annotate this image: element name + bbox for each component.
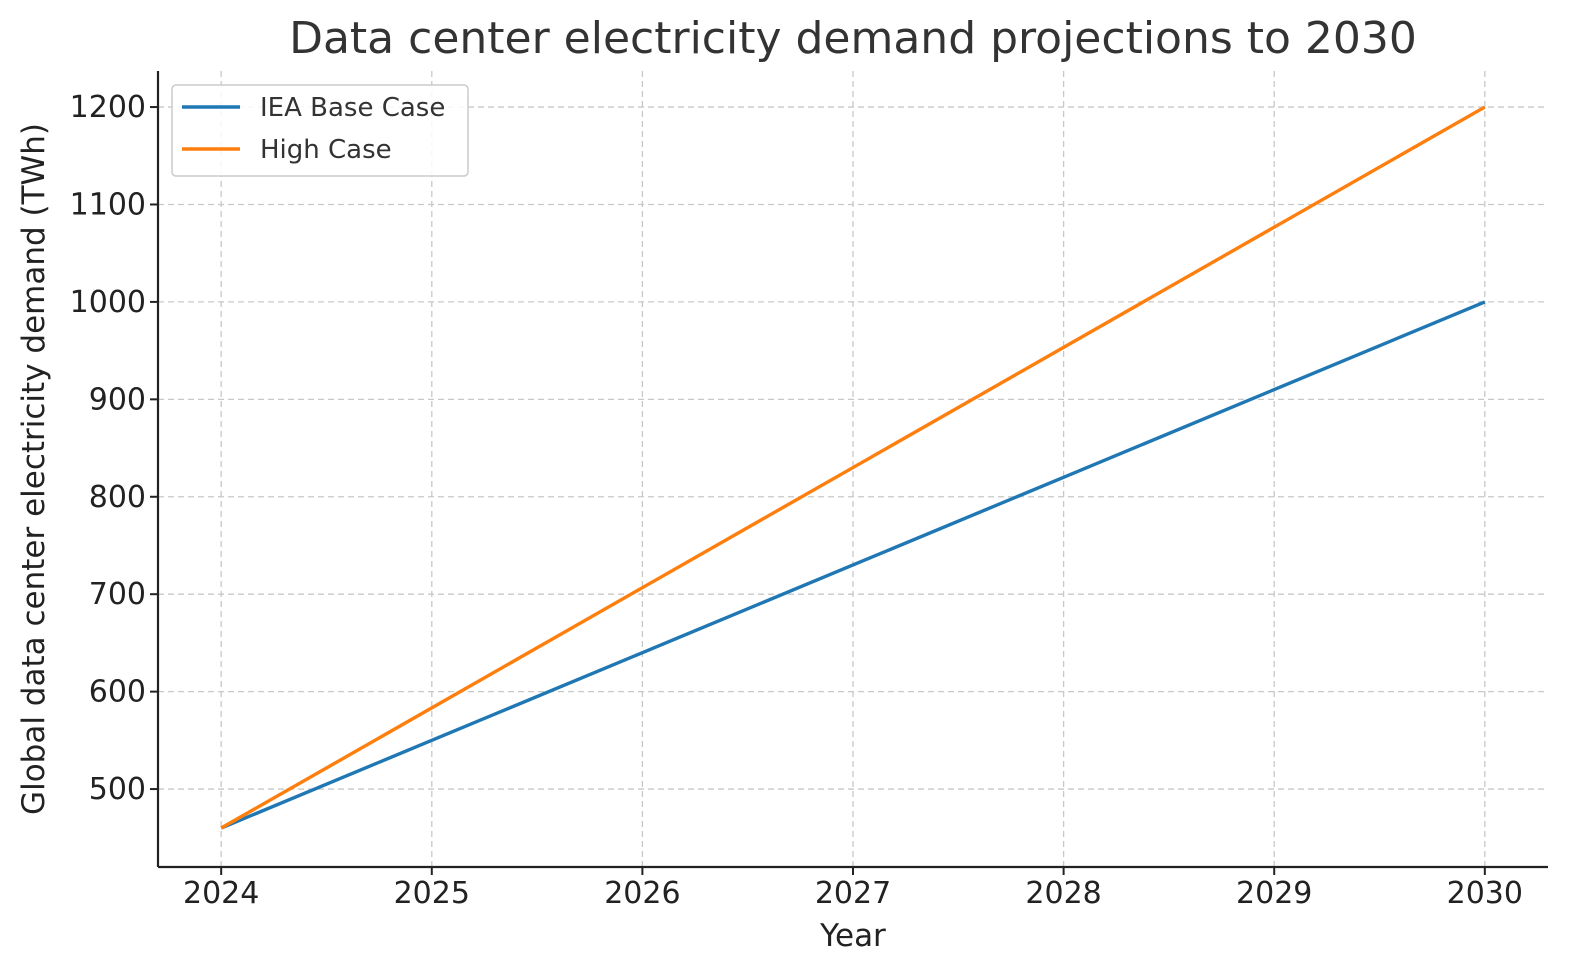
y-tick-label: 600 xyxy=(89,675,146,710)
grid-lines xyxy=(158,71,1548,867)
legend-label-1: IEA Base Case xyxy=(260,93,445,123)
series-line-1 xyxy=(220,300,1486,830)
x-axis-label: Year xyxy=(819,918,886,954)
x-tick-label: 2024 xyxy=(183,876,259,911)
x-tick-label: 2030 xyxy=(1447,876,1523,911)
y-axis-label: Global data center electricity demand (T… xyxy=(16,123,52,815)
series-lines xyxy=(220,105,1486,830)
x-axis-ticks: 2024 2025 2026 2027 2028 2029 2030 xyxy=(183,867,1523,911)
y-tick-label: 900 xyxy=(89,382,146,417)
legend-box xyxy=(171,84,469,177)
x-tick-label: 2025 xyxy=(394,876,470,911)
y-tick-label: 1000 xyxy=(70,285,146,320)
legend-label-2: High Case xyxy=(260,135,392,165)
y-tick-label: 800 xyxy=(89,480,146,515)
series-line-2 xyxy=(220,105,1486,830)
y-tick-label: 700 xyxy=(89,577,146,612)
x-tick-label: 2028 xyxy=(1025,876,1101,911)
x-tick-label: 2026 xyxy=(604,876,680,911)
y-axis-ticks: 500 600 700 800 900 1000 1100 1200 xyxy=(70,90,158,807)
y-tick-label: 500 xyxy=(89,772,146,807)
x-tick-label: 2027 xyxy=(815,876,891,911)
x-tick-label: 2029 xyxy=(1236,876,1312,911)
y-tick-label: 1200 xyxy=(70,90,146,125)
chart-title: Data center electricity demand projectio… xyxy=(289,13,1417,64)
legend: IEA Base Case High Case xyxy=(171,84,469,177)
y-tick-label: 1100 xyxy=(70,187,146,222)
